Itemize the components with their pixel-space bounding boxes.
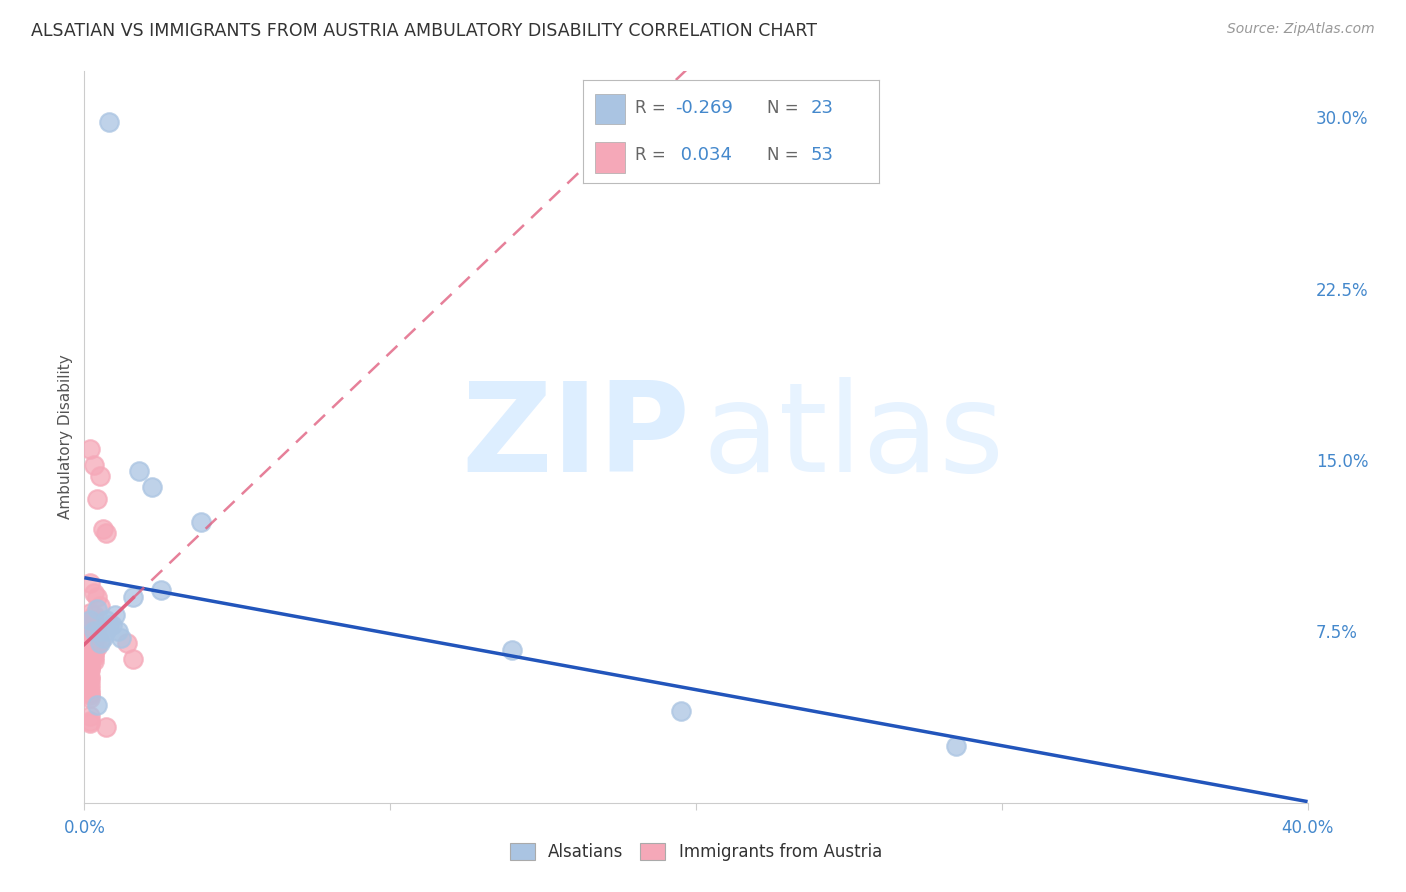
Point <box>89 633 111 648</box>
Point <box>83 642 105 657</box>
Point <box>122 652 145 666</box>
Point <box>79 647 101 661</box>
Point <box>83 654 105 668</box>
Point <box>110 632 132 646</box>
Point <box>83 649 105 664</box>
Point <box>83 624 105 639</box>
Point <box>79 681 101 696</box>
Point <box>79 615 101 630</box>
Point <box>79 576 101 591</box>
Point <box>79 636 101 650</box>
Point <box>94 526 117 541</box>
Point <box>79 689 101 703</box>
Point <box>89 469 111 483</box>
Text: N =: N = <box>766 146 803 164</box>
Text: R =: R = <box>636 99 671 117</box>
Text: R =: R = <box>636 146 671 164</box>
Point <box>89 624 111 639</box>
Point <box>79 642 101 657</box>
Point <box>97 617 120 632</box>
Point <box>79 690 101 705</box>
Point <box>94 613 117 627</box>
Point <box>86 491 108 506</box>
Point <box>79 633 101 648</box>
Point <box>115 636 138 650</box>
Point <box>79 638 101 652</box>
Point <box>79 629 101 643</box>
Text: 40.0%: 40.0% <box>1281 819 1334 837</box>
Point <box>79 661 101 675</box>
Text: -0.269: -0.269 <box>675 99 733 117</box>
Text: N =: N = <box>766 99 803 117</box>
Point <box>104 608 127 623</box>
Point <box>79 442 101 456</box>
Point <box>83 613 105 627</box>
Point <box>83 624 105 639</box>
Point <box>79 714 101 728</box>
Point <box>79 658 101 673</box>
Text: 0.034: 0.034 <box>675 146 733 164</box>
Point <box>79 652 101 666</box>
Point <box>83 458 105 472</box>
Point <box>79 636 101 650</box>
Bar <box>595 94 624 124</box>
Point <box>141 480 163 494</box>
Point <box>83 636 105 650</box>
Point <box>86 601 108 615</box>
Point <box>107 624 129 639</box>
Point <box>89 599 111 614</box>
Point <box>97 114 120 128</box>
Point <box>79 624 101 639</box>
Point <box>86 640 108 655</box>
Text: 23: 23 <box>811 99 834 117</box>
Point <box>79 649 101 664</box>
Point <box>79 663 101 677</box>
Text: 0.0%: 0.0% <box>63 819 105 837</box>
Point <box>190 515 212 529</box>
Point <box>502 642 524 657</box>
Point <box>79 715 101 730</box>
Text: atlas: atlas <box>702 376 1004 498</box>
Text: ZIP: ZIP <box>461 376 690 498</box>
Text: Source: ZipAtlas.com: Source: ZipAtlas.com <box>1227 22 1375 37</box>
Point <box>83 647 105 661</box>
Point <box>89 636 111 650</box>
Point <box>83 608 105 623</box>
Point <box>79 673 101 687</box>
Point <box>79 632 101 646</box>
Point <box>945 739 967 753</box>
Point <box>86 620 108 634</box>
Point <box>128 464 150 478</box>
Point <box>101 617 124 632</box>
Point <box>79 645 101 659</box>
Bar <box>595 142 624 173</box>
Point <box>86 698 108 712</box>
Point <box>149 583 172 598</box>
Point <box>79 677 101 691</box>
Legend: Alsatians, Immigrants from Austria: Alsatians, Immigrants from Austria <box>503 836 889 868</box>
Point <box>79 633 101 648</box>
Point <box>94 624 117 639</box>
Text: ALSATIAN VS IMMIGRANTS FROM AUSTRIA AMBULATORY DISABILITY CORRELATION CHART: ALSATIAN VS IMMIGRANTS FROM AUSTRIA AMBU… <box>31 22 817 40</box>
Point <box>79 640 101 655</box>
Point <box>669 705 692 719</box>
Point <box>91 521 114 535</box>
Text: 53: 53 <box>811 146 834 164</box>
Point <box>79 670 101 684</box>
Y-axis label: Ambulatory Disability: Ambulatory Disability <box>58 355 73 519</box>
Point <box>79 709 101 723</box>
Point <box>122 590 145 604</box>
Point <box>86 590 108 604</box>
Point <box>79 606 101 620</box>
Point <box>79 613 101 627</box>
Point <box>91 632 114 646</box>
Point <box>79 686 101 700</box>
Point <box>94 720 117 734</box>
Point <box>83 585 105 599</box>
